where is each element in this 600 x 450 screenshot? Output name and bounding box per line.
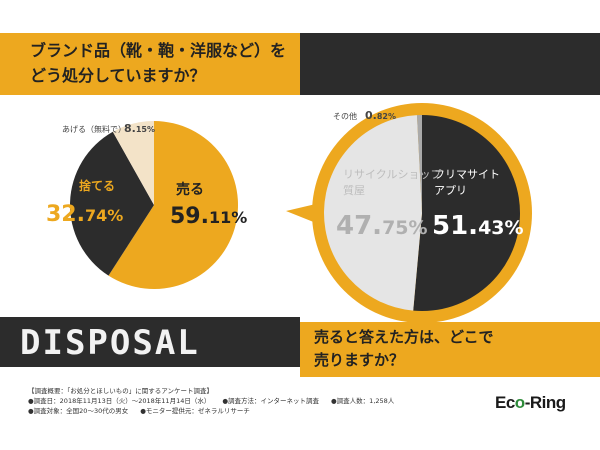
chart2-slice-1 [323,115,422,311]
label-flea-market-line-1: フリマサイト [434,168,500,181]
logo-part-1: Ec [495,393,515,412]
chart1-slice-1 [69,131,154,276]
value-give-away-int: 8. [124,122,136,135]
value-give-away: 8.15% [124,122,155,135]
footnote-target: ●調査対象：全国20〜30代の男女 [28,407,129,415]
footnote-period: ●調査日：2018年11月13日（火）〜2018年11月14日（水） [28,397,211,405]
chart2-slice-0 [413,115,520,311]
label-give-away: あげる（無料で） [62,124,126,134]
value-other: 0.82% [365,109,396,122]
value-throw-away-dec: 74% [85,206,123,225]
logo-part-3: -Ring [524,393,566,412]
value-sell-dec: 11% [209,208,247,227]
value-flea-market-dec: 43% [478,217,523,239]
label-other: その他 [333,111,357,121]
value-throw-away-int: 32. [46,202,85,227]
chart2-pointer [286,203,321,225]
value-sell-int: 59. [170,204,209,229]
question-1-line-2: どう処分していますか？ [30,66,206,85]
survey-footnote: 【調査概要：「お処分とほしいもの」に関するアンケート調査】 ●調査日：2018年… [28,386,468,416]
value-other-dec: 82% [377,112,396,121]
question-2-line-1: 売ると答えた方は、どこで [314,328,494,346]
footnote-method: ●調査方法：インターネット調査 [222,397,320,405]
label-recycle-shop-line-1: リサイクルショップ [343,168,441,181]
value-recycle-shop-int: 47. [336,211,382,241]
question-2-line-2: 売りますか？ [314,351,405,369]
value-recycle-shop-dec: 75% [382,217,427,239]
disposal-title: DISPOSAL [20,323,200,363]
value-flea-market: 51.43% [432,211,524,241]
header-banner-yellow [0,33,300,95]
leaf-icon: o [514,393,525,412]
question-1-line-1: ブランド品（靴・鞄・洋服など）を [30,41,287,60]
label-flea-market-line-2: アプリ [434,184,467,197]
footnote-title: 【調査概要：「お処分とほしいもの」に関するアンケート調査】 [28,387,213,395]
chart2-slice-2 [416,115,422,213]
chart1-slice-2 [112,121,154,205]
value-flea-market-int: 51. [432,211,478,241]
chart1-slice-0 [108,121,239,289]
footnote-row-1: ●調査日：2018年11月13日（火）〜2018年11月14日（水） ●調査方法… [28,396,468,406]
footnote-monitor: ●モニター提供元：ゼネラルリサーチ [140,407,250,415]
value-recycle-shop: 47.75% [336,211,428,241]
value-give-away-dec: 15% [136,125,155,134]
chart-disposal-method: 捨てる 32.74% 売る 59.11% あげる（無料で） 8.15% [46,121,247,289]
value-sell: 59.11% [170,204,247,229]
label-throw-away: 捨てる [79,178,115,193]
chart-selling-channel: リサイクルショップ 質屋 47.75% フリマサイト アプリ 51.43% その… [286,103,532,323]
survey-question-2: 売ると答えた方は、どこで 売りますか？ [314,326,584,372]
label-recycle-shop-line-2: 質屋 [343,183,365,197]
disposal-banner-yellow [300,322,600,377]
footnote-count: ●調査人数：1,258人 [331,397,395,405]
footnote-row-2: ●調査対象：全国20〜30代の男女 ●モニター提供元：ゼネラルリサーチ [28,406,468,416]
value-throw-away: 32.74% [46,202,123,227]
value-other-int: 0. [365,109,377,122]
survey-question-1: ブランド品（靴・鞄・洋服など）を どう処分していますか？ [30,38,300,88]
label-sell: 売る [176,181,204,198]
disposal-banner-dark [0,317,300,367]
eco-ring-logo: Eco-Ring [495,393,566,413]
